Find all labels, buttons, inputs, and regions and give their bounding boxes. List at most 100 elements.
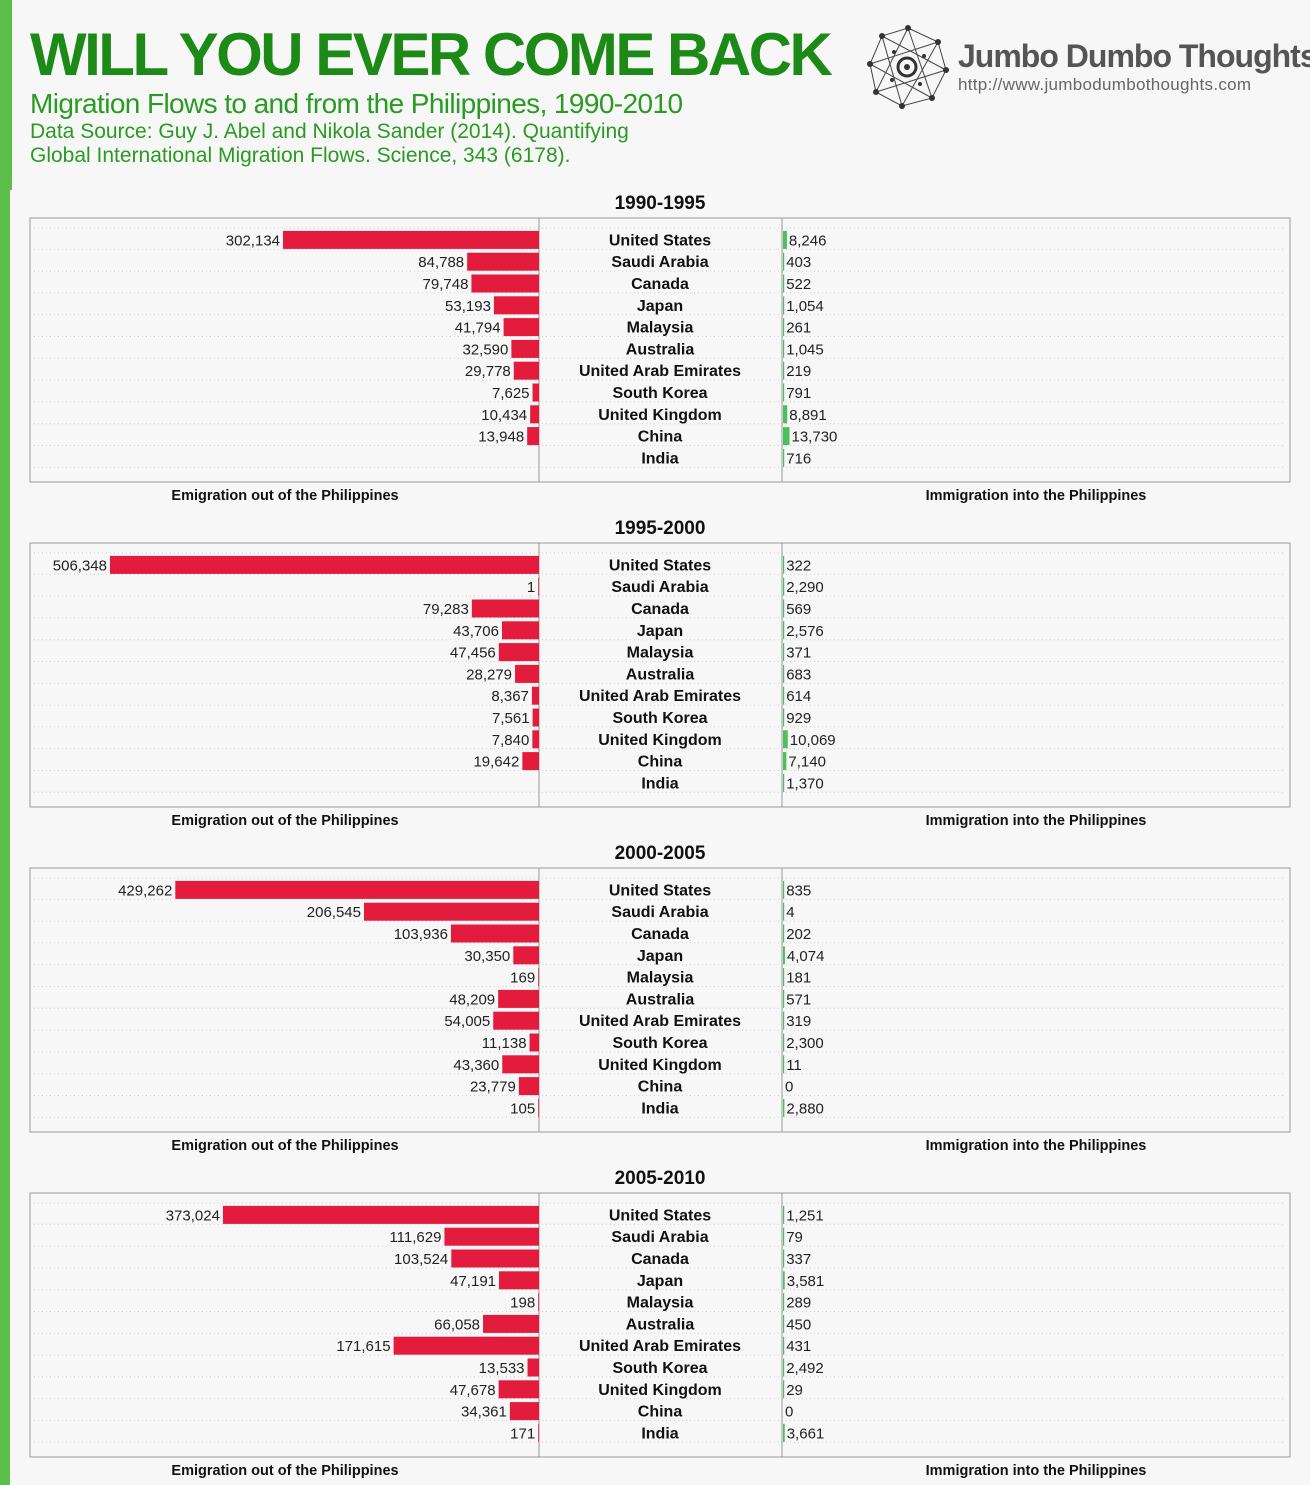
- panel-2-emigration-bar-united-states: [110, 555, 539, 574]
- panel-4-emigration-bar-australia: [483, 1314, 539, 1333]
- panel-3-emigration-bar-south-korea: [529, 1033, 539, 1052]
- panel-2-immigration-axis-label: Immigration into the Philippines: [926, 813, 1147, 829]
- panel-2-immigration-label-japan: 2,576: [786, 623, 824, 640]
- panel-3-frame: [29, 867, 1291, 1133]
- panel-4-immigration-bar-australia: [783, 1314, 785, 1333]
- panel-3-immigration-bar-united-arab-emirates: [783, 1011, 785, 1030]
- panel-1-emigration-bar-china: [527, 427, 539, 446]
- panel-3-emigration-label-united-arab-emirates: 54,005: [444, 1013, 490, 1030]
- panel-3-emigration-bar-united-states: [175, 880, 539, 899]
- panel-2-immigration-label-united-arab-emirates: 614: [786, 688, 811, 705]
- panel-1-emigration-axis-label: Emigration out of the Philippines: [171, 488, 398, 504]
- panel-3-immigration-label-united-kingdom: 11: [786, 1057, 802, 1074]
- panel-1-country-malaysia: Malaysia: [627, 320, 694, 337]
- panel-1-country-china: China: [638, 429, 683, 446]
- panel-3-emigration-label-japan: 30,350: [464, 948, 510, 965]
- page-header: WILL YOU EVER COME BACK Migration Flows …: [30, 22, 850, 168]
- panel-1-immigration-bar-malaysia: [783, 318, 785, 337]
- panel-3-country-china: China: [638, 1079, 683, 1096]
- panel-1-immigration-bar-india: [783, 448, 785, 467]
- panel-2-title: 1995-2000: [615, 518, 706, 539]
- panel-2-immigration-label-china: 7,140: [788, 754, 826, 771]
- panel-1-immigration-label-saudi-arabia: 403: [786, 254, 811, 271]
- panel-3-immigration-label-malaysia: 181: [786, 970, 811, 987]
- panel-4-emigration-bar-saudi-arabia: [444, 1227, 539, 1246]
- panel-3-title: 2000-2005: [615, 843, 706, 864]
- panel-3-emigration-bar-saudi-arabia: [364, 902, 539, 921]
- panel-3-immigration-bar-south-korea: [783, 1033, 785, 1052]
- panel-4-emigration-label-united-arab-emirates: 171,615: [336, 1338, 390, 1355]
- panel-2-immigration-bar-south-korea: [783, 708, 785, 727]
- side-accent-notch: [0, 0, 12, 190]
- panel-2-emigration-bar-south-korea: [532, 708, 539, 727]
- panel-4-immigration-label-canada: 337: [786, 1251, 811, 1268]
- panel-2-emigration-label-south-korea: 7,561: [492, 710, 530, 727]
- panel-1-emigration-label-canada: 79,748: [423, 276, 469, 293]
- panel-1-country-united-kingdom: United Kingdom: [598, 407, 722, 424]
- panel-1-emigration-bar-united-kingdom: [530, 405, 539, 424]
- panel-3-immigration-label-china: 0: [785, 1079, 793, 1096]
- panel-1-country-united-arab-emirates: United Arab Emirates: [579, 363, 741, 380]
- panel-1-emigration-label-malaysia: 41,794: [455, 320, 501, 337]
- panel-2-emigration-bar-malaysia: [498, 643, 539, 662]
- panel-3-emigration-label-united-states: 429,262: [118, 882, 172, 899]
- panel-3-country-malaysia: Malaysia: [627, 970, 694, 987]
- panel-1-country-canada: Canada: [631, 276, 689, 293]
- panel-1-country-japan: Japan: [637, 298, 683, 315]
- panel-4-frame: [29, 1192, 1291, 1458]
- panel-4-emigration-label-australia: 66,058: [434, 1316, 480, 1333]
- panel-3-immigration-label-canada: 202: [786, 926, 811, 943]
- panel-4-immigration-label-malaysia: 289: [786, 1295, 811, 1312]
- panel-3-immigration-bar-united-states: [783, 880, 785, 899]
- panel-3-emigration-label-canada: 103,936: [394, 926, 448, 943]
- panel-2-immigration-label-india: 1,370: [786, 775, 824, 792]
- panel-1-emigration-bar-japan: [493, 296, 539, 315]
- panel-2-emigration-bar-canada: [471, 599, 539, 618]
- panel-3-immigration-bar-saudi-arabia: [783, 902, 785, 921]
- panel-2-emigration-label-united-arab-emirates: 8,367: [491, 688, 529, 705]
- panel-4-immigration-bar-japan: [783, 1271, 785, 1290]
- panel-4-emigration-label-saudi-arabia: 111,629: [389, 1229, 441, 1246]
- panel-2-country-united-kingdom: United Kingdom: [598, 732, 722, 749]
- panel-1-immigration-axis-label: Immigration into the Philippines: [926, 488, 1147, 504]
- panel-4-country-china: China: [638, 1404, 683, 1421]
- panel-4-emigration-label-canada: 103,524: [394, 1251, 448, 1268]
- panel-1-immigration-bar-japan: [783, 296, 785, 315]
- panel-1-emigration-label-south-korea: 7,625: [492, 385, 530, 402]
- panel-1-immigration-label-japan: 1,054: [786, 298, 824, 315]
- panel-4-country-canada: Canada: [631, 1251, 689, 1268]
- panel-4-immigration-label-australia: 450: [786, 1316, 811, 1333]
- panel-1-immigration-bar-united-kingdom: [783, 405, 788, 424]
- panel-3-emigration-bar-china: [518, 1077, 539, 1096]
- panel-3-immigration-bar-united-kingdom: [783, 1055, 785, 1074]
- panel-3-country-japan: Japan: [637, 948, 683, 965]
- panel-2-country-canada: Canada: [631, 601, 689, 618]
- panel-2-immigration-label-saudi-arabia: 2,290: [786, 579, 824, 596]
- panel-1-emigration-bar-australia: [511, 339, 539, 358]
- panel-3-immigration-label-australia: 571: [786, 991, 811, 1008]
- panel-3-emigration-bar-united-arab-emirates: [493, 1011, 539, 1030]
- panel-2-emigration-bar-australia: [515, 664, 539, 683]
- panel-3-country-united-states: United States: [609, 882, 711, 899]
- panel-2-immigration-label-united-states: 322: [786, 557, 811, 574]
- panel-2-immigration-label-australia: 683: [786, 666, 811, 683]
- panel-4-emigration-bar-united-kingdom: [498, 1380, 539, 1399]
- panel-1-emigration-bar-canada: [471, 274, 539, 293]
- panel-2-immigration-label-united-kingdom: 10,069: [790, 732, 836, 749]
- panel-4-emigration-bar-china: [509, 1402, 539, 1421]
- panel-3-immigration-label-united-arab-emirates: 319: [786, 1013, 811, 1030]
- panel-1-immigration-label-united-arab-emirates: 219: [786, 363, 811, 380]
- panel-3-country-south-korea: South Korea: [612, 1035, 707, 1052]
- panel-3-emigration-axis-label: Emigration out of the Philippines: [171, 1138, 398, 1154]
- panel-2-emigration-label-united-kingdom: 7,840: [492, 732, 530, 749]
- panel-1-emigration-bar-south-korea: [532, 383, 539, 402]
- panel-4-country-united-states: United States: [609, 1207, 711, 1224]
- panel-3-emigration-bar-japan: [513, 946, 539, 965]
- panel-4-immigration-bar-united-states: [783, 1205, 785, 1224]
- panel-1-country-united-states: United States: [609, 232, 711, 249]
- panel-2-country-malaysia: Malaysia: [627, 645, 694, 662]
- panel-2-country-india: India: [641, 775, 678, 792]
- panel-4-emigration-label-united-kingdom: 47,678: [450, 1382, 496, 1399]
- panel-3-emigration-label-united-kingdom: 43,360: [453, 1057, 499, 1074]
